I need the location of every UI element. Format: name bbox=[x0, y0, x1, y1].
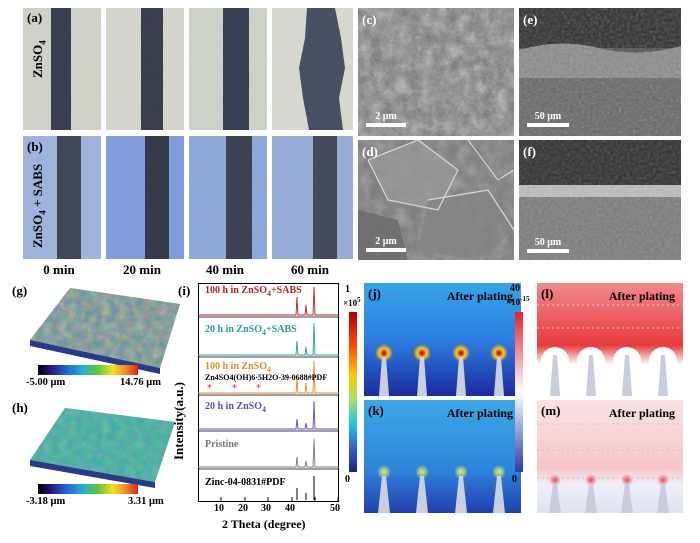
panel-label-h: (h) bbox=[12, 400, 28, 415]
topo-h-min: -3.18 μm bbox=[26, 496, 66, 507]
sim-panel-j: (j) After plating bbox=[364, 283, 521, 396]
xrd-label-6: Zinc-04-0831#PDF bbox=[205, 477, 286, 488]
panel-label-g: (g) bbox=[12, 283, 28, 298]
scale-bar-c: 2 μm bbox=[366, 111, 406, 127]
time-label-0: 0 min bbox=[43, 262, 75, 277]
cb1-min: 0 bbox=[345, 474, 350, 485]
zhs-star-1: * bbox=[207, 383, 212, 394]
scale-text-c: 2 μm bbox=[375, 111, 397, 122]
sem-image-e: (e) 50 μm bbox=[519, 8, 681, 136]
xrd-trace-3 bbox=[198, 360, 339, 394]
sem-image-f: (f) 50 μm bbox=[519, 140, 681, 260]
panel-label-a: (a) bbox=[27, 10, 43, 25]
topo-g-min: -5.00 μm bbox=[26, 377, 66, 388]
xrd-tick-10: 10 bbox=[214, 503, 224, 514]
sim-title-l: After plating bbox=[608, 289, 675, 303]
xrd-trace-2 bbox=[198, 322, 339, 356]
colorbar-jet bbox=[349, 312, 357, 472]
panel-label-f: (f) bbox=[523, 144, 536, 159]
optical-images-row-b bbox=[23, 136, 353, 259]
scale-bar-e: 50 μm bbox=[527, 111, 569, 127]
xrd-tick-30: 30 bbox=[261, 503, 271, 514]
sim-panel-l: (l) After plating bbox=[537, 283, 683, 396]
row-label-znso4: ZnSO4 bbox=[30, 40, 48, 78]
panel-label-l: (l) bbox=[541, 286, 554, 301]
colorbar-h bbox=[38, 484, 138, 494]
topo-h-max: 3.31 μm bbox=[128, 496, 164, 507]
sim-panel-m: (m) After plating bbox=[537, 400, 683, 513]
scale-text-d: 2 μm bbox=[375, 236, 397, 247]
xrd-tick-40: 40 bbox=[285, 503, 295, 514]
cb1-max: 1 bbox=[345, 284, 350, 295]
sem-image-d: (d) 2 μm bbox=[358, 140, 514, 260]
time-label-20: 20 min bbox=[123, 262, 161, 277]
scale-text-f: 50 μm bbox=[534, 237, 562, 248]
scale-text-e: 50 μm bbox=[534, 111, 562, 122]
zhs-star-2: * bbox=[232, 383, 237, 394]
colorbar-g bbox=[38, 365, 138, 375]
xrd-tick-20: 20 bbox=[238, 503, 248, 514]
xrd-pdf-sticks bbox=[296, 476, 315, 500]
xrd-xlabel: 2 Theta (degree) bbox=[222, 517, 306, 531]
zhs-pdf-label: Zn4SO4(OH)6·5H2O-39-0688#PDF bbox=[205, 373, 328, 382]
panel-label-b: (b) bbox=[27, 139, 43, 154]
topo-g-max: 14.76 μm bbox=[120, 377, 161, 388]
colorbar-bwr bbox=[515, 312, 523, 472]
xrd-label-3: 100 h in ZnSO4 bbox=[205, 361, 271, 374]
sim-panel-k: (k) After plating bbox=[364, 400, 521, 513]
xrd-label-2: 20 h in ZnSO4+SABS bbox=[205, 324, 297, 337]
xrd-trace-5 bbox=[198, 438, 339, 468]
xrd-label-5: Pristine bbox=[205, 439, 239, 450]
panel-label-e: (e) bbox=[523, 12, 538, 27]
row-label-znso4-sabs: ZnSO4 + SABS bbox=[30, 163, 48, 248]
xrd-trace-1 bbox=[198, 286, 339, 316]
sem-image-c: (c) 2 μm bbox=[358, 8, 514, 136]
xrd-tick-50: 50 bbox=[330, 503, 340, 514]
sim-title-j: After plating bbox=[446, 289, 513, 303]
xrd-label-1: 100 h in ZnSO4+SABS bbox=[205, 285, 302, 298]
time-label-60: 60 min bbox=[291, 262, 329, 277]
time-label-40: 40 min bbox=[206, 262, 244, 277]
panel-label-j: (j) bbox=[368, 286, 381, 301]
xrd-trace-4 bbox=[198, 400, 339, 430]
cb2-min: 0 bbox=[512, 474, 517, 485]
xrd-ylabel: Intensity(a.u.) bbox=[171, 381, 186, 460]
sim-title-k: After plating bbox=[446, 406, 513, 420]
panel-label-m: (m) bbox=[541, 403, 561, 418]
scale-bar-f: 50 μm bbox=[527, 237, 569, 253]
sim-title-m: After plating bbox=[608, 406, 675, 420]
optical-images-row-a bbox=[23, 8, 353, 130]
cb1-unit: ×105 bbox=[343, 296, 361, 308]
panel-label-k: (k) bbox=[368, 403, 384, 418]
topography-g bbox=[30, 288, 180, 374]
xrd-label-4: 20 h in ZnSO4 bbox=[205, 401, 266, 414]
panel-label-c: (c) bbox=[362, 12, 377, 27]
cb2-max: 40 bbox=[510, 283, 520, 294]
topography-h bbox=[30, 408, 175, 488]
panel-label-i: (i) bbox=[178, 283, 191, 298]
scale-bar-d: 2 μm bbox=[366, 236, 406, 252]
xrd-plot: * * * bbox=[198, 283, 339, 502]
panel-label-d: (d) bbox=[362, 144, 378, 159]
zhs-star-3: * bbox=[256, 383, 261, 394]
cb2-unit: ×10-15 bbox=[506, 295, 530, 307]
